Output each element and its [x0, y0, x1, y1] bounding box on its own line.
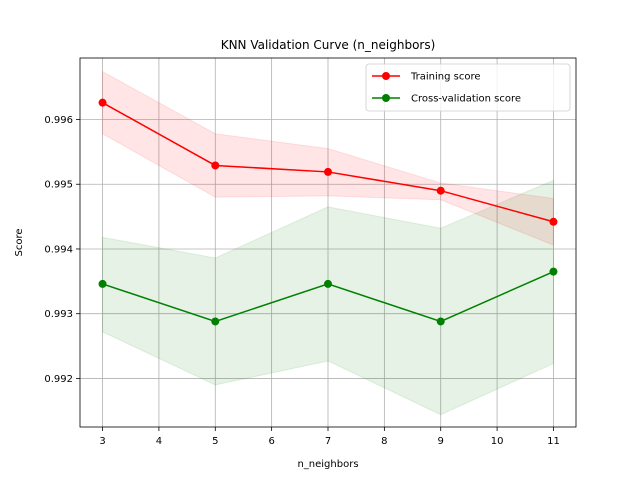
band-series-1 [102, 179, 554, 416]
point-series-0 [98, 98, 107, 107]
series-lines [98, 98, 558, 326]
axis-ticks: 3 4 5 6 7 8 9 10 11 0.992 0.993 0.994 0.995 0.996 [44, 115, 559, 447]
legend-marker [382, 94, 390, 102]
legend-box [365, 63, 571, 112]
y-tick-label: 0.994 [44, 244, 73, 255]
point-series-1 [211, 317, 220, 326]
y-axis-label: Score [14, 228, 25, 256]
point-series-0 [436, 186, 445, 195]
x-tick-label: 6 [268, 436, 274, 447]
legend: Training score Cross-validation score [365, 63, 571, 112]
y-tick-label: 0.993 [44, 309, 73, 320]
legend-marker [382, 72, 390, 80]
x-tick-label: 10 [491, 436, 504, 447]
band-series-0 [102, 70, 554, 246]
y-tick-label: 0.996 [44, 115, 73, 126]
y-tick-label: 0.995 [44, 180, 73, 191]
chart-title: KNN Validation Curve (n_neighbors) [221, 38, 436, 52]
point-series-1 [549, 267, 558, 276]
x-tick-label: 7 [325, 436, 331, 447]
point-series-1 [436, 317, 445, 326]
point-series-1 [98, 279, 107, 288]
legend-label: Training score [410, 72, 481, 83]
x-axis-label: n_neighbors [297, 459, 358, 470]
grid [80, 58, 576, 427]
y-tick-label: 0.992 [44, 374, 73, 385]
x-tick-label: 3 [99, 436, 105, 447]
x-tick-label: 5 [212, 436, 218, 447]
point-series-0 [324, 167, 332, 176]
point-series-0 [549, 217, 558, 226]
point-series-0 [211, 161, 220, 170]
x-tick-label: 4 [156, 436, 162, 447]
x-tick-label: 9 [438, 436, 444, 447]
point-series-1 [324, 279, 332, 288]
confidence-bands [102, 70, 554, 416]
legend-label: Cross-validation score [411, 94, 521, 105]
x-tick-label: 8 [381, 436, 387, 447]
x-tick-label: 11 [547, 436, 560, 447]
